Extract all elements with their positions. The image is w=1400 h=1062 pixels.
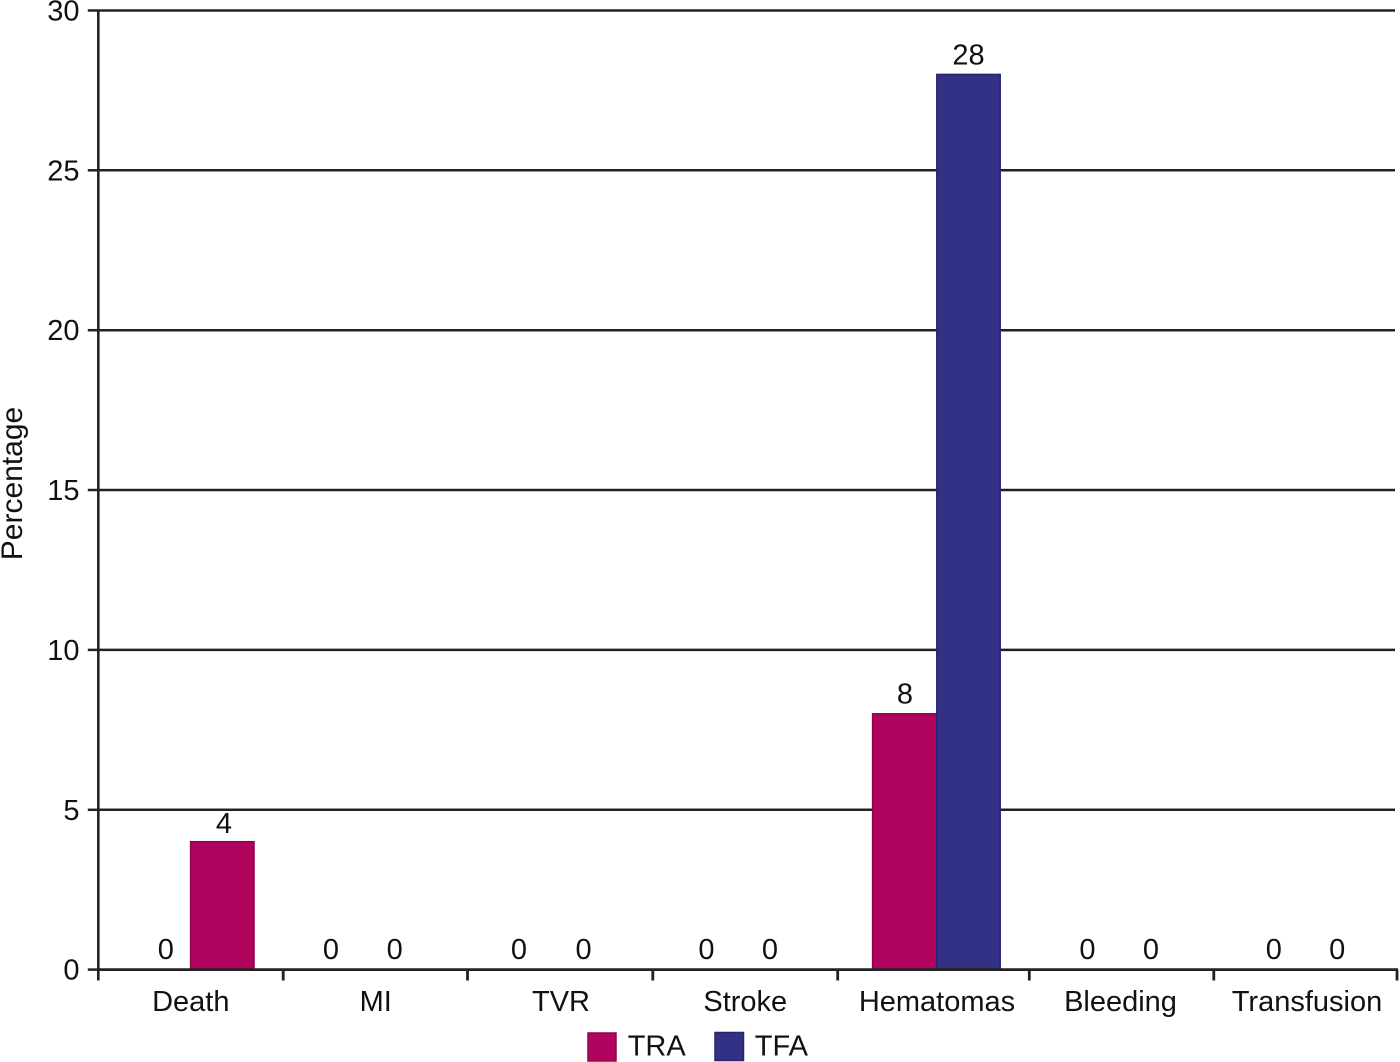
svg-text:8: 8 (897, 679, 913, 711)
svg-text:TFA: TFA (755, 1030, 809, 1062)
svg-text:30: 30 (47, 0, 79, 28)
svg-text:0: 0 (1266, 934, 1282, 966)
svg-text:0: 0 (576, 934, 592, 966)
svg-text:28: 28 (952, 40, 984, 72)
svg-text:Death: Death (152, 986, 229, 1018)
svg-text:MI: MI (360, 986, 392, 1018)
svg-text:0: 0 (323, 934, 339, 966)
svg-text:25: 25 (47, 155, 79, 187)
svg-text:0: 0 (1079, 934, 1095, 966)
svg-text:0: 0 (158, 934, 174, 966)
svg-text:15: 15 (47, 475, 79, 507)
svg-text:0: 0 (511, 934, 527, 966)
svg-text:4: 4 (216, 808, 232, 840)
svg-text:Bleeding: Bleeding (1064, 986, 1177, 1018)
svg-text:0: 0 (63, 955, 79, 987)
svg-text:Hematomas: Hematomas (859, 986, 1015, 1018)
svg-text:Stroke: Stroke (703, 986, 787, 1018)
svg-text:0: 0 (1329, 934, 1345, 966)
svg-text:Percentage: Percentage (0, 407, 29, 560)
svg-text:10: 10 (47, 635, 79, 667)
svg-text:20: 20 (47, 315, 79, 347)
svg-text:TVR: TVR (532, 986, 590, 1018)
svg-text:0: 0 (387, 934, 403, 966)
svg-text:0: 0 (762, 934, 778, 966)
svg-text:5: 5 (63, 795, 79, 827)
svg-text:0: 0 (1143, 934, 1159, 966)
svg-text:TRA: TRA (628, 1030, 687, 1062)
svg-text:Transfusion: Transfusion (1232, 986, 1382, 1018)
svg-text:0: 0 (698, 934, 714, 966)
